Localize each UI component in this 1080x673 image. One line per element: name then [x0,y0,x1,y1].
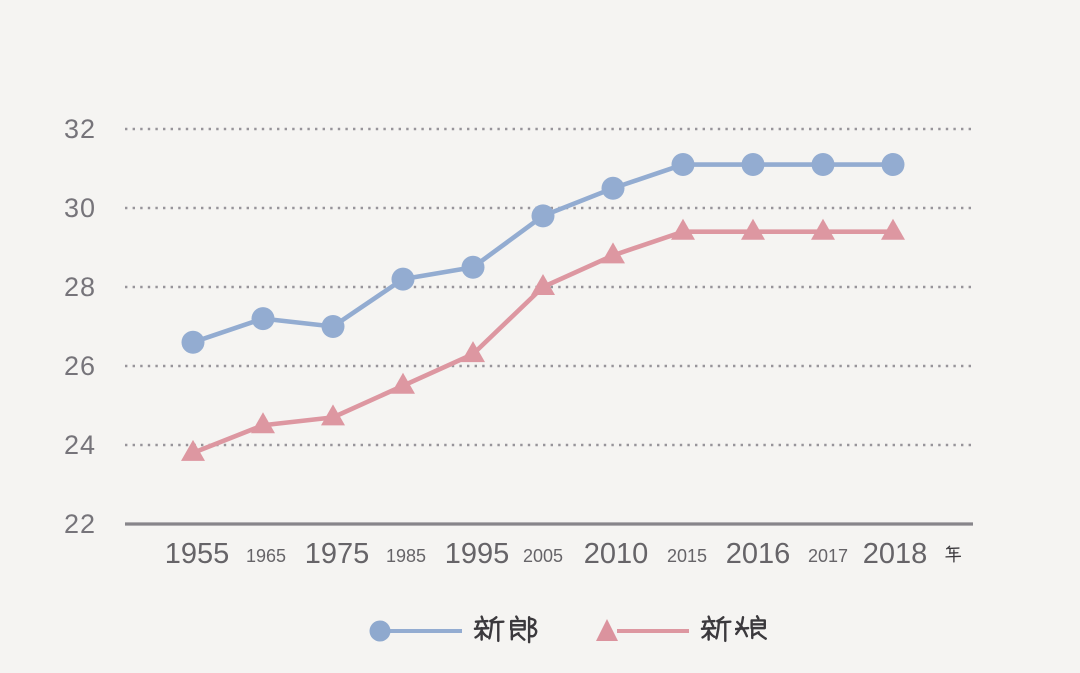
bride-marker-2016 [741,218,765,240]
x-axis-tick-1955: 1955 [164,538,230,570]
x-axis-tick-2016: 2016 [725,538,791,570]
y-axis-tick-24: 24 [63,430,96,460]
bride-marker-1955 [181,439,205,461]
x-axis-tick-1975: 1975 [304,538,370,570]
bride-marker-1965 [251,412,275,434]
x-axis-tick-2015: 2015 [666,546,708,566]
bride-marker-2010 [601,242,625,264]
bride-marker-1995 [461,341,485,363]
y-axis-tick-32: 32 [63,114,96,144]
bride-marker-2005 [531,274,555,295]
bride-triangle-marker-icon [596,619,689,641]
series-line-bride [192,229,893,456]
bride-marker-2017 [811,218,835,240]
x-axis-tick-2017: 2017 [807,546,849,566]
y-axis-tick-26: 26 [63,351,96,381]
legend-groom-label [473,615,540,647]
groom-marker-1965 [251,307,275,331]
x-axis-tick-2005: 2005 [522,546,564,566]
groom-marker-1975 [321,315,345,338]
groom-marker-1955 [181,330,205,354]
x-axis-tick-2018: 2018 [862,538,928,570]
groom-marker-1995 [461,255,485,279]
series-line-groom [192,162,893,345]
y-axis-tick-30: 30 [63,193,96,223]
kanji-glyph [473,615,505,643]
kanji-glyph [700,615,732,643]
bride-marker-2018 [881,218,905,240]
groom-marker-2005 [531,204,555,228]
x-axis-tick-1985: 1985 [385,546,427,566]
bride-marker-2015 [671,218,695,240]
groom-marker-2010 [601,176,625,200]
groom-marker-2015 [671,153,695,177]
y-axis-tick-28: 28 [63,272,96,302]
chart-legend [368,615,767,647]
groom-circle-marker-icon [369,620,462,642]
legend-bride-label [700,615,767,647]
y-axis-tick-22: 22 [63,509,96,539]
groom-marker-1985 [391,267,415,291]
groom-marker-2016 [741,153,765,177]
groom-marker-2018 [881,153,905,177]
kanji-glyph [945,545,962,563]
legend-item-bride [595,615,767,647]
kanji-glyph [510,615,538,644]
groom-marker-2017 [811,153,835,177]
x-axis-unit-year-label [944,545,962,563]
bride-marker-1985 [391,372,415,394]
legend-item-groom [368,615,540,647]
x-axis-tick-1965: 1965 [245,546,287,566]
x-axis-tick-2010: 2010 [583,538,649,570]
x-axis-tick-1995: 1995 [444,538,510,570]
kanji-glyph [735,615,767,640]
bride-marker-1975 [321,404,345,426]
